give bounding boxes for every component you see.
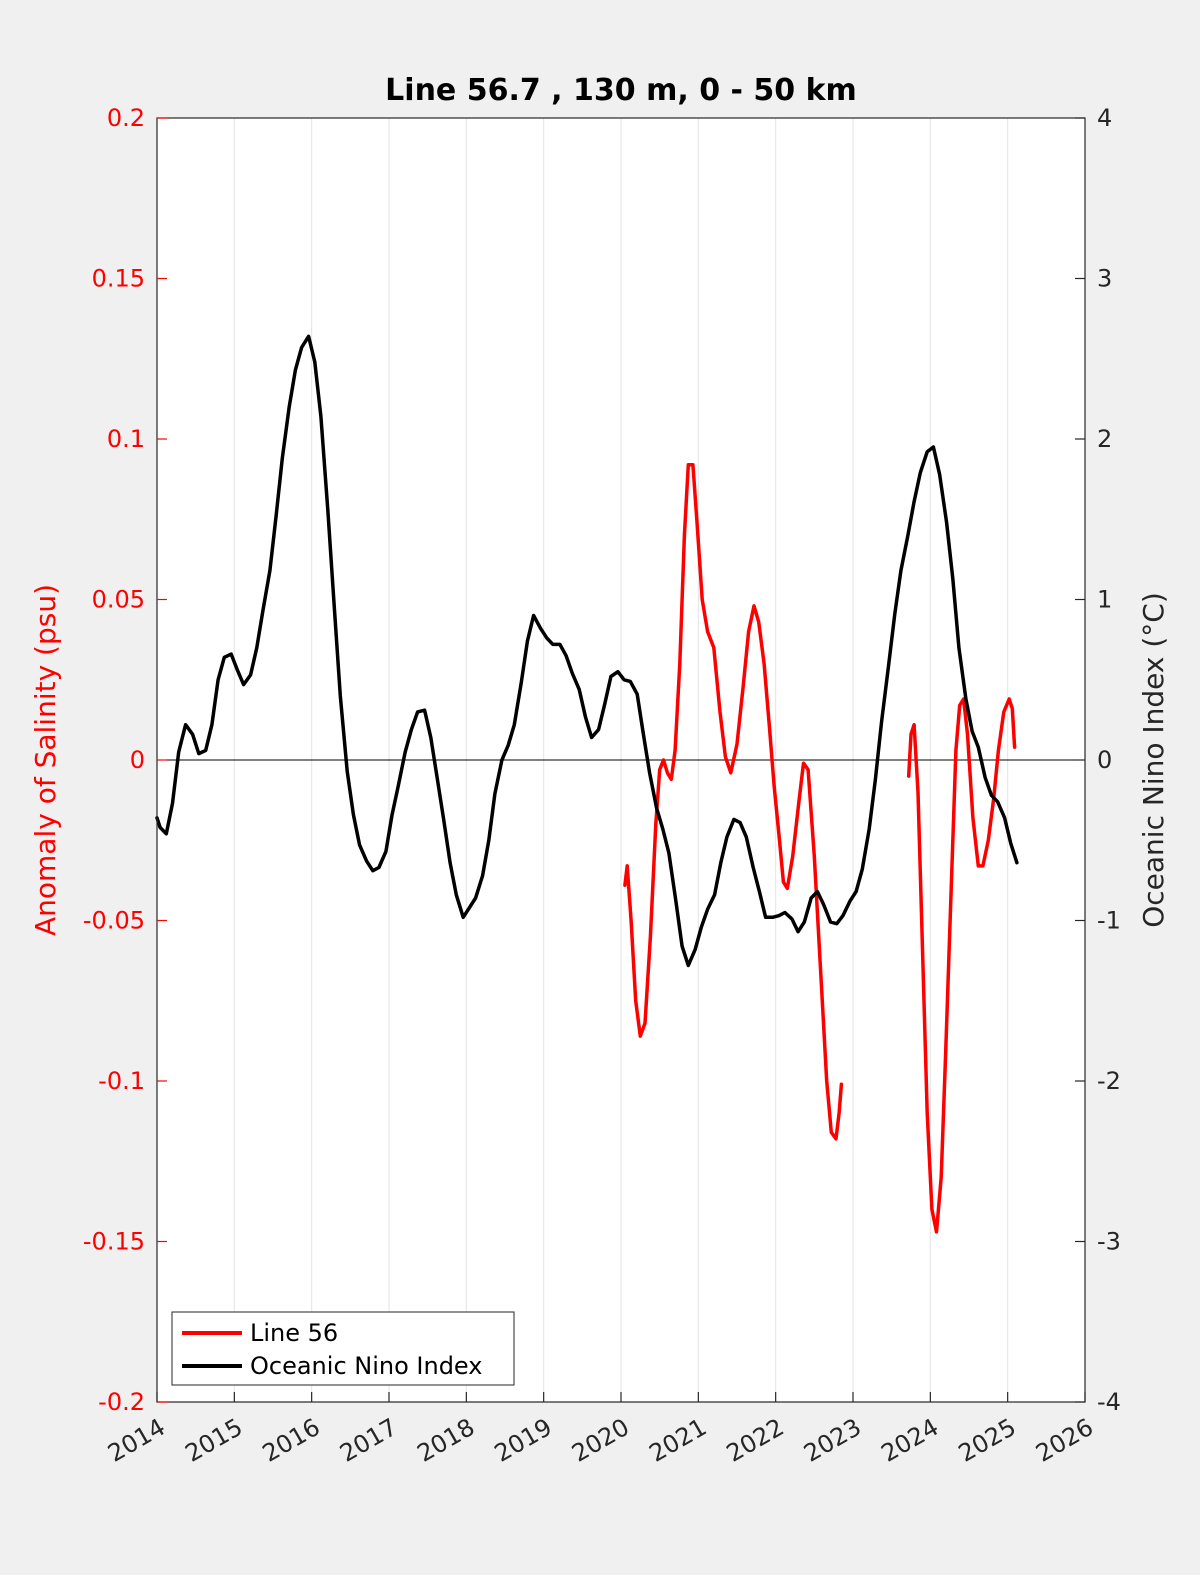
left-tick-label: 0.2 <box>107 104 145 132</box>
right-tick-label: 1 <box>1097 586 1112 614</box>
right-tick-label: -4 <box>1097 1388 1121 1416</box>
series-line-line-56 <box>623 462 844 1141</box>
left-tick-label: 0.15 <box>92 265 145 293</box>
legend-box <box>171 1311 515 1386</box>
right-tick-label: -2 <box>1097 1067 1121 1095</box>
left-axis-label: Anomaly of Salinity (psu) <box>29 584 62 936</box>
right-tick-label: -3 <box>1097 1228 1121 1256</box>
chart-title: Line 56.7 , 130 m, 0 - 50 km <box>385 73 857 108</box>
right-tick-label: 3 <box>1097 265 1112 293</box>
left-tick-label: -0.2 <box>98 1388 145 1416</box>
left-tick-label: 0.1 <box>107 425 145 453</box>
legend: Line 56 Oceanic Nino Index <box>171 1311 515 1386</box>
right-tick-label: 0 <box>1097 746 1112 774</box>
right-tick-label: -1 <box>1097 907 1121 935</box>
right-axis-label: Oceanic Nino Index (°C) <box>1137 592 1170 928</box>
left-tick-label: -0.1 <box>98 1067 145 1095</box>
left-tick-label: -0.05 <box>83 907 145 935</box>
left-tick-label: -0.15 <box>83 1228 145 1256</box>
right-tick-label: 2 <box>1097 425 1112 453</box>
series-layer <box>155 334 1019 1234</box>
legend-label-line-56: Line 56 <box>250 1319 338 1347</box>
left-tick-label: 0.05 <box>92 586 145 614</box>
right-y-axis: 4 3 2 1 0 -1 -2 -3 -4 <box>1075 104 1121 1416</box>
left-tick-label: 0 <box>130 746 145 774</box>
left-y-axis: 0.2 0.15 0.1 0.05 0 -0.05 -0.1 -0.15 -0.2 <box>83 104 167 1416</box>
series-line-oceanic-nino-index <box>155 334 1019 968</box>
right-tick-label: 4 <box>1097 104 1112 132</box>
series-line-line-56 <box>906 697 1017 1234</box>
legend-label-oni: Oceanic Nino Index <box>250 1352 482 1380</box>
